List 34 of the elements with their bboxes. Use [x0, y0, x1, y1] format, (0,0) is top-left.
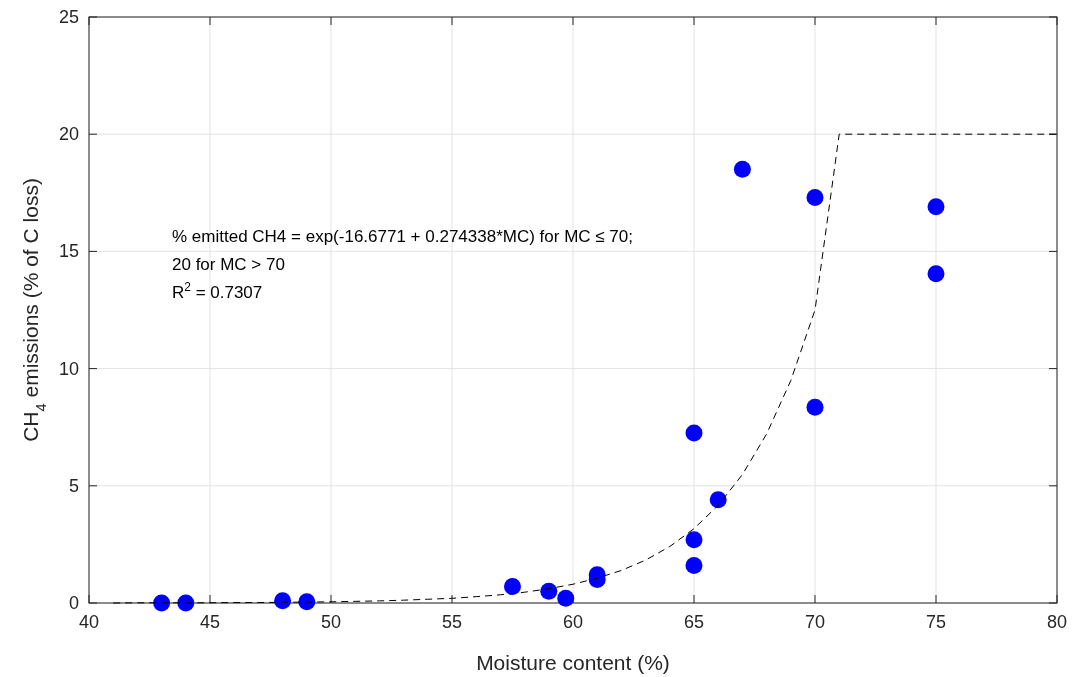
point [685, 531, 703, 549]
x-tick-label: 40 [78, 612, 100, 632]
point [540, 582, 558, 600]
x-tick-label: 65 [683, 612, 705, 632]
x-tick-label: 80 [1046, 612, 1068, 632]
point [685, 424, 703, 442]
point [927, 265, 945, 283]
point [557, 589, 575, 607]
y-tick-label: 5 [68, 475, 79, 496]
point [709, 491, 727, 509]
y-tick-label: 10 [58, 358, 79, 379]
y-tick-label: 20 [58, 124, 79, 145]
annotation: 20 for MC > 70 [172, 255, 285, 274]
x-tick-label: 50 [320, 612, 342, 632]
point [927, 198, 945, 216]
x-axis-title: Moisture content (%) [476, 651, 670, 674]
y-tick-label: 0 [68, 593, 79, 613]
x-tick-label: 55 [441, 612, 463, 632]
annotation: % emitted CH4 = exp(-16.6771 + 0.274338*MC) for MC ≤ 70; [172, 227, 634, 246]
point [504, 578, 521, 596]
x-tick-label: 45 [199, 612, 221, 632]
point [274, 592, 292, 610]
y-tick-label: 15 [58, 241, 79, 262]
x-tick-label: 60 [562, 612, 584, 632]
point [806, 398, 824, 416]
annotation: R$^{2}$ = 0.7307 [172, 280, 263, 302]
point [806, 188, 824, 206]
point [733, 160, 751, 178]
point [685, 557, 703, 574]
x-tick-label: 75 [925, 612, 947, 632]
y-tick-label: 25 [58, 7, 79, 27]
x-tick-label: 70 [804, 612, 826, 632]
point [153, 594, 171, 612]
point [177, 594, 195, 612]
